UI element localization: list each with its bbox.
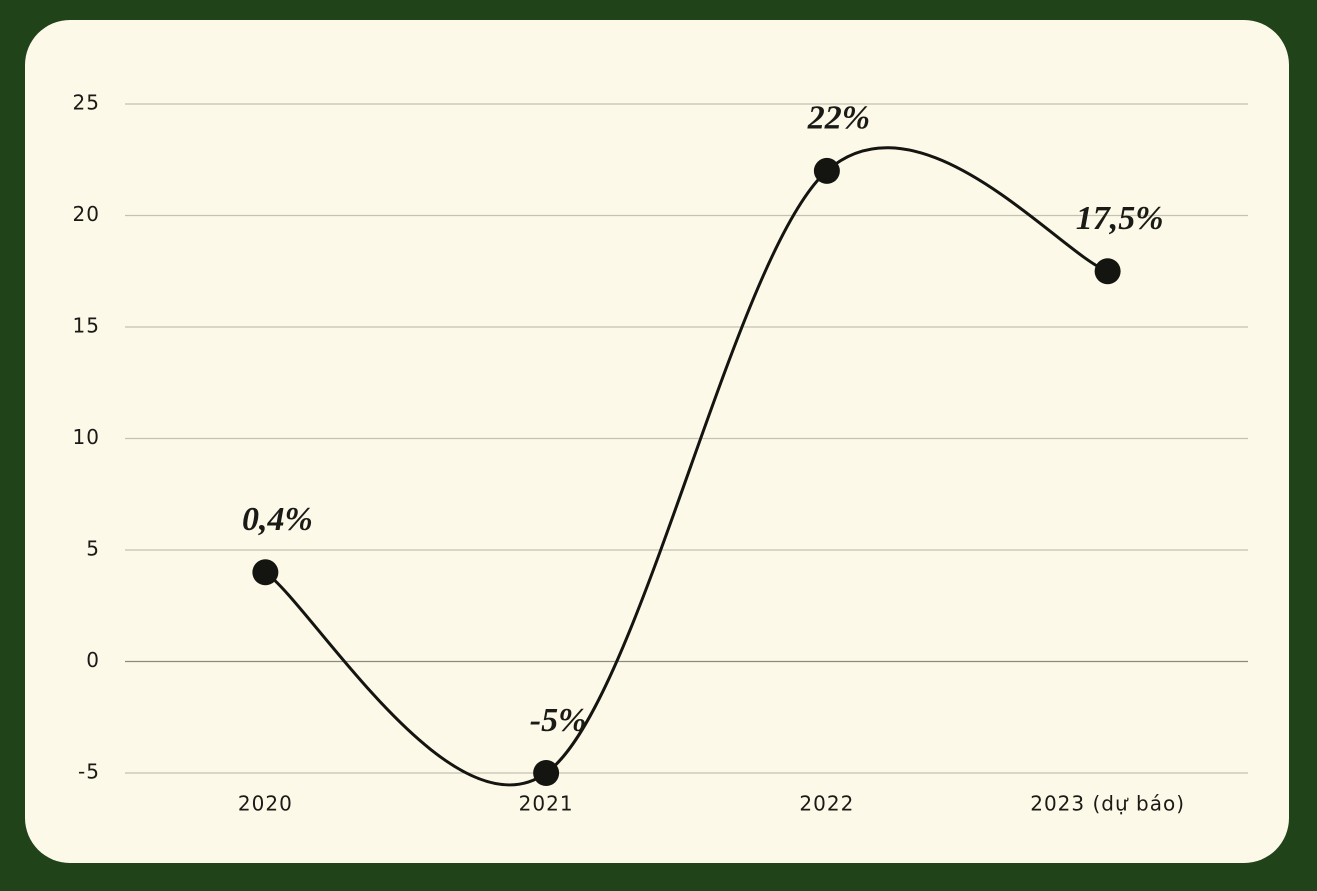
point-annotation: 17,5% (1076, 200, 1164, 237)
x-tick-label: 2022 (799, 792, 854, 816)
card (25, 20, 1289, 863)
y-tick-label: 25 (73, 91, 100, 115)
x-tick-label: 2023 (dự báo) (1030, 792, 1185, 816)
point (813, 157, 840, 184)
y-tick-label: 20 (73, 202, 100, 226)
line (264, 146, 1109, 787)
point-annotation: -5% (530, 702, 587, 739)
point-annotation: 22% (807, 100, 870, 137)
x-tick-label: 2021 (519, 792, 574, 816)
y-tick-label: 0 (86, 648, 100, 672)
y-tick-label: 15 (73, 314, 100, 338)
y-tick-label: 10 (73, 425, 100, 449)
point (252, 559, 279, 586)
y-tick-label: 5 (86, 537, 100, 561)
point (1094, 258, 1121, 285)
x-tick-label: 2020 (238, 792, 293, 816)
point (533, 760, 560, 786)
y-tick-label: -5 (78, 760, 100, 784)
point-annotation: 0,4% (242, 501, 313, 538)
